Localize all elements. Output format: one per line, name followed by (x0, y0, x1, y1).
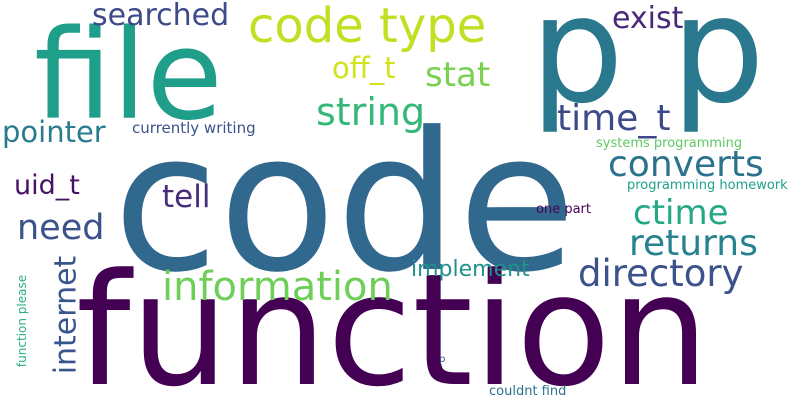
word-searched: searched (92, 0, 230, 33)
word-systems-programming: systems programming (596, 136, 743, 151)
word-directory: directory (578, 252, 744, 295)
word-exist: exist (612, 1, 684, 36)
word-function: function (76, 240, 710, 400)
word-pointer: pointer (2, 115, 106, 149)
word-code-type: code type (248, 0, 487, 54)
word-internet: internet (48, 255, 84, 375)
word-off-t: off_t (332, 51, 396, 85)
word-string: string (316, 90, 426, 134)
word-one-part: one part (536, 202, 591, 217)
word-uid-t: uid_t (14, 170, 80, 201)
word-returns: returns (629, 223, 758, 264)
word-programming-homework: programming homework (627, 178, 788, 193)
word-information: information (162, 264, 393, 310)
word-ctime: ctime (633, 193, 729, 233)
word-function-please: function please (15, 274, 30, 368)
word-tell: tell (162, 179, 211, 215)
word-need: need (17, 208, 105, 248)
word-currently-writing: currently writing (132, 119, 256, 137)
word-time-t: time_t (557, 98, 671, 139)
word-converts: converts (608, 144, 764, 185)
word-code: code (113, 92, 577, 315)
word-implement: implement (411, 257, 530, 282)
word-couldnt-find: couldnt find (489, 384, 567, 399)
word-file: file (34, 4, 223, 148)
word-p: p (439, 354, 446, 365)
word-stat: stat (425, 55, 491, 95)
word-p-p: p p (530, 0, 765, 136)
